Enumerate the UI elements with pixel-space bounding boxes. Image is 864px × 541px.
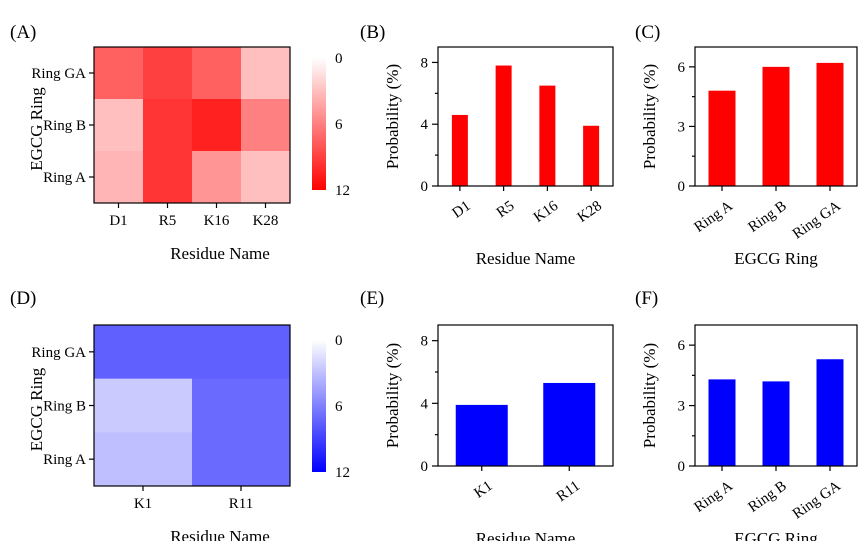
- y-axis-title: Probability (%): [383, 64, 402, 169]
- x-tick-label: R5: [494, 198, 518, 221]
- y-tick-label: 0: [421, 179, 429, 195]
- heatmap-cell: [192, 325, 291, 380]
- y-tick-label: 0: [678, 459, 686, 475]
- heatmap-cell: [241, 47, 291, 100]
- bar: [495, 65, 512, 186]
- x-tick-label: Ring B: [745, 478, 789, 516]
- bar: [762, 66, 790, 186]
- bar: [708, 90, 736, 186]
- heatmap-cell: [192, 432, 291, 487]
- colorbar-tick-label: 12: [335, 465, 350, 481]
- colorbar-tick-label: 0: [335, 333, 343, 349]
- y-axis-title: EGCG Ring: [27, 367, 46, 451]
- y-tick-label: Ring A: [43, 452, 86, 468]
- plot-frame: [437, 324, 614, 467]
- x-axis-title: Residue Name: [476, 529, 576, 541]
- x-tick-label: Ring A: [691, 478, 735, 516]
- panel-label: (F): [635, 288, 658, 309]
- x-tick-label: D1: [109, 213, 127, 229]
- bar: [539, 85, 556, 186]
- y-tick-label: 6: [678, 338, 686, 354]
- y-tick-label: 8: [421, 334, 429, 350]
- x-tick-label: K28: [575, 198, 605, 226]
- y-tick-label: 0: [678, 179, 686, 195]
- y-tick-label: 8: [421, 55, 429, 71]
- y-tick-label: Ring B: [43, 399, 86, 415]
- x-tick-label: K16: [531, 198, 562, 226]
- x-tick-label: R11: [229, 496, 253, 512]
- panel-label: (A): [10, 22, 36, 43]
- x-tick-label: Ring GA: [790, 478, 844, 523]
- x-tick-label: Ring A: [691, 198, 735, 236]
- heatmap-cell: [94, 151, 144, 204]
- heatmap-cell: [143, 99, 193, 152]
- bar: [816, 359, 844, 466]
- heatmap-cell: [192, 378, 291, 433]
- y-axis-title: Probability (%): [640, 64, 659, 169]
- x-tick-label: R5: [159, 213, 177, 229]
- panel-label: (B): [360, 22, 385, 43]
- y-tick-label: Ring A: [43, 170, 86, 186]
- y-axis-title: EGCG Ring: [27, 87, 46, 171]
- bar: [543, 382, 596, 466]
- bar: [762, 381, 790, 466]
- colorbar-tick-label: 12: [335, 183, 350, 199]
- y-tick-label: 4: [421, 117, 429, 133]
- x-tick-label: D1: [449, 198, 473, 222]
- x-axis-title: Residue Name: [170, 244, 270, 263]
- x-axis-title: EGCG Ring: [734, 529, 818, 541]
- panel-label: (D): [10, 288, 36, 309]
- heatmap-cell: [192, 99, 242, 152]
- x-tick-label: K28: [253, 213, 279, 229]
- heatmap-cell: [94, 378, 193, 433]
- heatmap-cell: [241, 99, 291, 152]
- heatmap-cell: [143, 151, 193, 204]
- x-tick-label: K16: [204, 213, 230, 229]
- y-tick-label: Ring B: [43, 118, 86, 134]
- y-axis-title: Probability (%): [640, 343, 659, 448]
- colorbar: [312, 58, 326, 190]
- heatmap-cell: [94, 432, 193, 487]
- bar: [451, 114, 468, 186]
- heatmap-cell: [192, 151, 242, 204]
- y-axis-title: Probability (%): [383, 343, 402, 448]
- y-tick-label: Ring GA: [31, 345, 86, 361]
- heatmap-cell: [94, 99, 144, 152]
- y-tick-label: 0: [421, 459, 429, 475]
- y-tick-label: 3: [678, 399, 686, 415]
- x-axis-title: Residue Name: [476, 249, 576, 268]
- x-axis-title: Residue Name: [170, 527, 270, 541]
- panel-label: (E): [360, 288, 384, 309]
- y-tick-label: 4: [421, 396, 429, 412]
- plot-frame: [437, 46, 614, 187]
- panel-label: (C): [635, 22, 660, 43]
- x-axis-title: EGCG Ring: [734, 249, 818, 268]
- y-tick-label: 6: [678, 60, 686, 76]
- y-tick-label: 3: [678, 119, 686, 135]
- heatmap-cell: [241, 151, 291, 204]
- bar: [583, 125, 600, 186]
- x-tick-label: Ring B: [745, 198, 789, 236]
- bar: [455, 404, 508, 466]
- colorbar: [312, 340, 326, 472]
- colorbar-tick-label: 6: [335, 117, 343, 133]
- bar: [816, 62, 844, 187]
- heatmap-cell: [94, 47, 144, 100]
- heatmap-cell: [143, 47, 193, 100]
- x-tick-label: Ring GA: [790, 198, 844, 243]
- y-tick-label: Ring GA: [31, 66, 86, 82]
- heatmap-cell: [192, 47, 242, 100]
- colorbar-tick-label: 6: [335, 399, 343, 415]
- x-tick-label: K1: [471, 478, 495, 502]
- bar: [708, 379, 736, 466]
- x-tick-label: R11: [554, 478, 583, 505]
- x-tick-label: K1: [134, 496, 152, 512]
- colorbar-tick-label: 0: [335, 51, 343, 67]
- heatmap-cell: [94, 325, 193, 380]
